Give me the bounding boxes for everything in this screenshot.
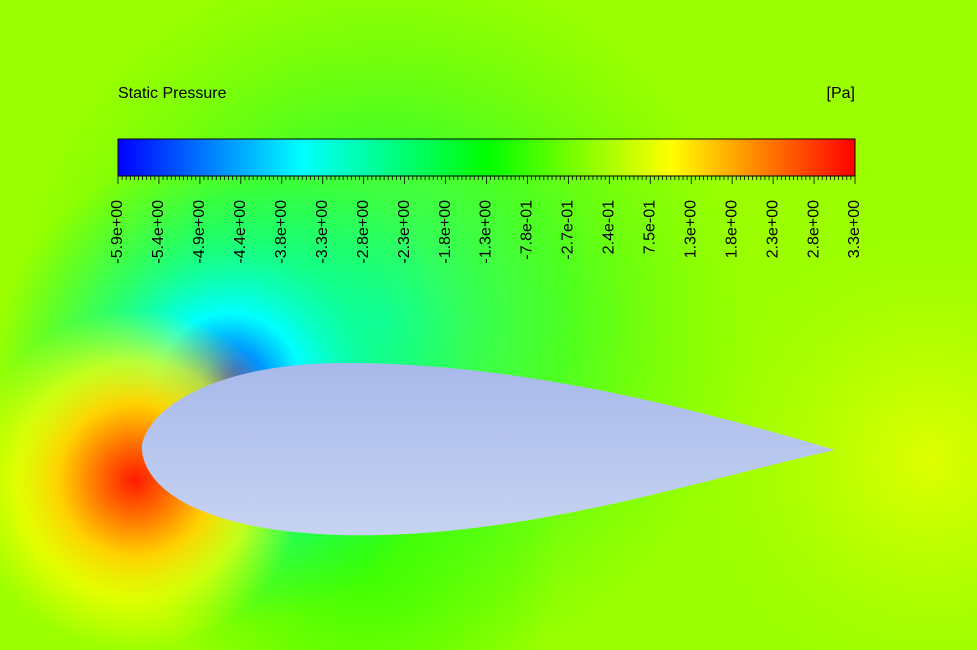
tick-label: -4.9e+00	[191, 200, 208, 264]
tick-label: 3.3e+00	[846, 200, 863, 258]
tick-label: 2.3e+00	[764, 200, 781, 258]
tick-label: 7.5e-01	[641, 200, 658, 254]
tick-label: -2.8e+00	[355, 200, 372, 264]
color-bar	[117, 138, 856, 177]
tick-label: -5.9e+00	[109, 200, 126, 264]
tick-label: -2.7e-01	[560, 200, 577, 260]
tick-label: -1.3e+00	[478, 200, 495, 264]
tick-label: -3.3e+00	[314, 200, 331, 264]
tick-label: -3.8e+00	[273, 200, 290, 264]
color-bar-ticks: -5.9e+00 -5.4e+00 -4.9e+00 -4.4e+00 -3.8e+00…	[109, 176, 863, 264]
tick-label: 1.3e+00	[682, 200, 699, 258]
tick-label: -5.4e+00	[150, 200, 167, 264]
tick-label: -2.3e+00	[396, 200, 413, 264]
legend-title: Static Pressure	[118, 85, 227, 102]
tick-label: 2.4e-01	[601, 200, 618, 254]
tick-label: 2.8e+00	[805, 200, 822, 258]
tick-label: 1.8e+00	[723, 200, 740, 258]
airfoil	[141, 362, 835, 536]
tick-label: -1.8e+00	[437, 200, 454, 264]
tick-label: -7.8e-01	[519, 200, 536, 260]
legend-unit: [Pa]	[827, 85, 855, 102]
tick-label: -4.4e+00	[232, 200, 249, 264]
